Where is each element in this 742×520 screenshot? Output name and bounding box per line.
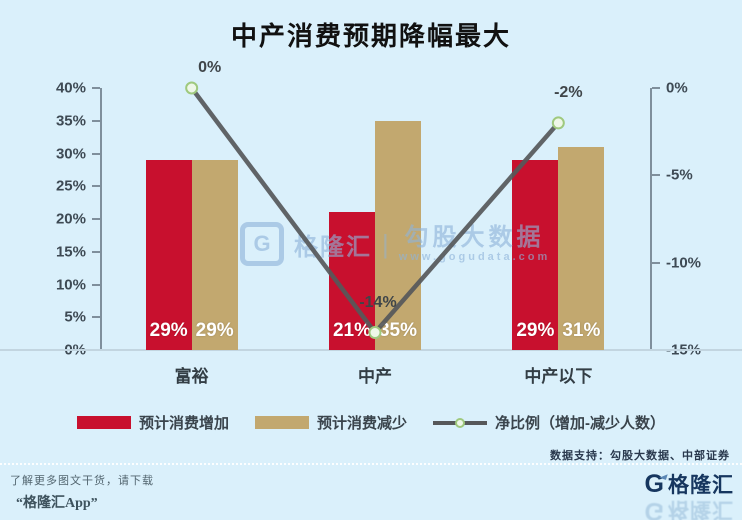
right-axis-line — [650, 88, 652, 350]
legend-swatch — [255, 416, 309, 429]
bar-预计消费减少-中产 — [375, 120, 421, 350]
left-axis-line — [100, 88, 102, 350]
left-axis-tick-label: 15% — [55, 243, 86, 261]
left-axis-tick — [92, 119, 100, 122]
promo-text: 了解更多图文干货，请下载 — [10, 475, 154, 487]
right-axis-tick-label: 0% — [666, 79, 688, 97]
gelonghui-logo-main: G 格隆汇 — [645, 469, 734, 499]
category-label-中产: 中产 — [358, 367, 392, 386]
footer-divider — [0, 463, 742, 465]
legend-swatch — [76, 416, 131, 429]
bar-value-label: 31% — [562, 320, 601, 341]
gelonghui-logo-reflection: G 格隆汇 — [644, 497, 734, 520]
x-axis-baseline — [0, 349, 742, 351]
chart-legend: 预计消费增加 预计消费减少 净比例（增加-减少人数） — [0, 412, 742, 433]
left-axis-tick-label: 10% — [55, 276, 86, 293]
gelonghui-logo-text: 格隆汇 — [668, 474, 734, 497]
legend-item-净比例（增加-减少人数）: 净比例（增加-减少人数） — [433, 412, 665, 433]
line-point-label: 0% — [198, 59, 222, 76]
gelonghui-g-icon: G — [645, 471, 668, 497]
left-axis-tick — [92, 250, 100, 253]
left-axis-tick-label: 5% — [64, 308, 86, 326]
bar-value-label: 35% — [378, 320, 418, 341]
category-label-富裕: 富裕 — [174, 367, 209, 386]
gelonghui-logo: G 格隆汇 G 格隆汇 — [645, 469, 734, 520]
bar-value-label: 29% — [516, 320, 555, 341]
right-axis-tick-label: -5% — [666, 166, 693, 184]
right-axis-tick-label: -10% — [666, 254, 702, 272]
left-axis-tick-label: 40% — [55, 79, 86, 97]
bar-预计消费增加-富裕 — [145, 160, 192, 350]
legend-line-glyph — [433, 416, 488, 429]
legend-label: 预计消费减少 — [317, 415, 408, 432]
left-axis-tick — [92, 316, 100, 319]
bar-预计消费减少-中产以下 — [558, 146, 605, 350]
left-axis-tick-label: 35% — [55, 112, 86, 130]
app-promo: 了解更多图文干货，请下载 “格隆汇App” — [10, 472, 154, 512]
left-axis-tick-label: 30% — [55, 145, 86, 162]
left-axis-tick-label: 20% — [55, 210, 86, 228]
bar-value-label: 21% — [332, 320, 372, 341]
left-axis-tick — [92, 283, 100, 286]
line-point-label: -2% — [554, 83, 583, 101]
data-source-note: 数据支持：勾股大数据、中部证券 — [550, 450, 730, 462]
right-axis-tick — [652, 87, 660, 89]
line-marker — [551, 116, 565, 130]
right-axis-tick — [652, 261, 660, 264]
line-point-label: -14% — [359, 293, 397, 311]
left-axis-tick — [92, 87, 100, 89]
legend-item-预计消费减少: 预计消费减少 — [255, 412, 407, 433]
bar-value-label: 29% — [149, 320, 188, 341]
chart-title: 中产消费预期降幅最大 — [230, 21, 511, 51]
legend-item-预计消费增加: 预计消费增加 — [76, 412, 229, 433]
bar-value-label: 29% — [195, 320, 234, 341]
promo-app-name: “格隆汇App” — [16, 496, 98, 511]
left-axis-tick — [92, 152, 100, 155]
left-axis-tick — [92, 218, 100, 220]
legend-label: 预计消费增加 — [138, 415, 229, 432]
paper-plane-icon — [659, 471, 668, 480]
left-axis-tick — [92, 185, 100, 188]
legend-label: 净比例（增加-减少人数） — [495, 415, 666, 432]
right-axis-tick — [652, 174, 660, 177]
category-label-中产以下: 中产以下 — [524, 367, 593, 386]
line-marker — [185, 81, 199, 95]
left-axis-tick-label: 25% — [55, 177, 86, 195]
